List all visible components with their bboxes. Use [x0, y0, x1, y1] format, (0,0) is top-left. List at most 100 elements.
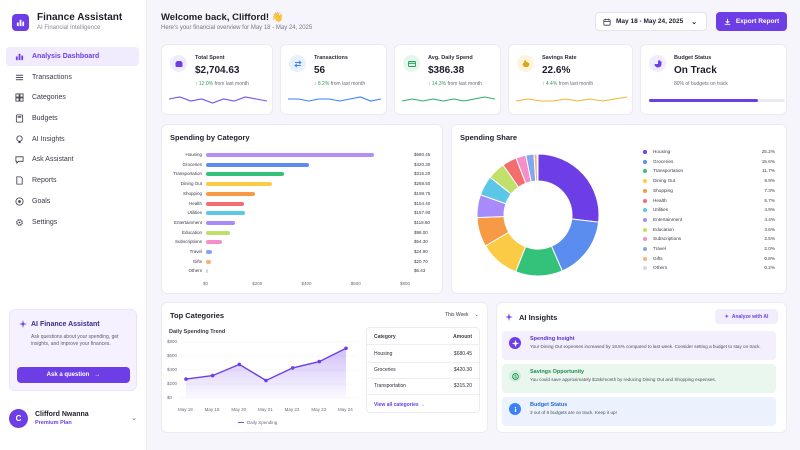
user-name: Clifford Nwanna [35, 410, 89, 418]
legend-swatch [643, 208, 647, 213]
sidebar-item-budgets[interactable]: Budgets [6, 109, 139, 128]
table-row[interactable]: Transportation $315.20 [374, 381, 472, 391]
export-report-button[interactable]: Export Report [716, 12, 787, 31]
legend-item[interactable]: Shopping 7.3% [643, 186, 775, 196]
stat-card-avg-daily-spend[interactable]: Avg. Daily Spend $386.38 ↑ 14.3% from last… [394, 44, 501, 115]
ai-assistant-description: Ask questions about your spending, get i… [31, 334, 119, 347]
sidebar-item-ask-assistant[interactable]: Ask Assistant [6, 150, 139, 169]
legend-item[interactable]: Utilities 4.9% [643, 205, 775, 215]
sparkline-line [169, 96, 267, 104]
stat-card-transactions[interactable]: Transactions 56 ↓ 8.2% from last month [280, 44, 387, 115]
legend-item[interactable]: Travel 2.0% [643, 244, 775, 254]
stat-card-total-spent[interactable]: Total Spent $2,704.63 ↑ 12.0% from last mo… [161, 44, 273, 115]
legend-swatch [643, 217, 647, 222]
legend-item[interactable]: Subscriptions 2.5% [643, 234, 775, 244]
bar[interactable] [206, 230, 231, 235]
bar[interactable] [206, 172, 284, 177]
legend-label: Health [653, 197, 667, 203]
bar-row: Subscriptions $64.30 [160, 238, 440, 246]
divider [367, 344, 479, 345]
bar[interactable] [206, 201, 245, 206]
bar-label: Health [188, 200, 202, 206]
legend-percent: 7.3% [764, 187, 775, 193]
legend-item[interactable]: Entertainment 4.4% [643, 215, 775, 225]
stat-card-budget-status[interactable]: Budget Status On Track 80% of budgets on t… [640, 44, 787, 115]
insight-text: 3 out of 5 budgets are on track. Keep it… [530, 410, 617, 415]
daily-spending-trend-chart [180, 341, 355, 399]
legend-percent: 25.2% [761, 149, 775, 154]
bar[interactable] [206, 211, 245, 216]
legend-item[interactable]: Groceries 15.6% [643, 157, 775, 167]
bar[interactable] [206, 220, 236, 225]
time-filter-select[interactable]: This Week ⌄ [445, 312, 479, 318]
chevron-down-icon: ⌄ [474, 312, 479, 318]
legend-swatch [643, 247, 647, 251]
insight-budget-status[interactable]: Budget Status 3 out of 5 budgets are on t… [502, 397, 776, 426]
sidebar-item-ai-insights[interactable]: AI Insights [6, 130, 139, 149]
legend-item[interactable]: Health 5.7% [643, 196, 775, 206]
insight-spending-insight[interactable]: Spending Insight Your Dining Out expenses… [502, 331, 776, 360]
bar[interactable] [206, 250, 213, 254]
trend-point [210, 373, 215, 378]
insight-savings-opportunity[interactable]: $ Savings Opportunity You could save appro… [502, 364, 776, 393]
sidebar-item-analysis-dashboard[interactable]: Analysis Dashboard [6, 47, 139, 66]
bar[interactable] [206, 240, 222, 245]
bar[interactable] [206, 162, 310, 167]
view-all-categories-link[interactable]: View all categories → [374, 402, 425, 408]
legend-item[interactable]: Others 0.2% [643, 263, 775, 273]
x-tick-label: May 20 [231, 407, 247, 412]
legend-label: Transportation [653, 168, 684, 174]
bar-row: Dining Out $268.50 [160, 180, 440, 188]
sidebar-item-goals[interactable]: Goals [6, 192, 139, 211]
bar[interactable] [206, 153, 374, 157]
bar[interactable] [206, 269, 208, 274]
stat-card-savings-rate[interactable]: Savings Rate 22.6% ↑ 4.4% from last month [508, 44, 633, 115]
legend-item[interactable]: Dining Out 9.9% [643, 176, 775, 186]
legend-label: Education [653, 226, 674, 232]
top-categories-table: Category Amount Housing $680.45 Groceries $… [366, 327, 480, 413]
bar-row: Utilities $157.90 [160, 209, 440, 217]
trend-suffix: from last month [330, 81, 366, 87]
legend-item[interactable]: Education 3.6% [643, 225, 775, 235]
insight-title: Savings Opportunity [530, 369, 585, 375]
lightbulb-icon [15, 135, 24, 144]
sidebar-item-label: Reports [32, 177, 57, 185]
date-range-label: May 18 - May 24, 2025 [616, 18, 684, 25]
sidebar-item-settings[interactable]: Settings [6, 213, 139, 232]
legend-swatch [643, 159, 647, 164]
legend-swatch [643, 188, 647, 193]
sidebar-item-transactions[interactable]: Transactions [6, 68, 139, 87]
welcome-title: Welcome back, Clifford! 👋 [161, 12, 284, 23]
sidebar-item-categories[interactable]: Categories [6, 88, 139, 107]
analyze-with-ai-button[interactable]: ✦ Analyze with AI [715, 309, 778, 324]
app-title: Finance Assistant [37, 12, 123, 23]
legend-swatch [643, 198, 647, 203]
table-row[interactable]: Groceries $420.30 [374, 365, 472, 375]
spending-share-donut [476, 153, 600, 277]
table-row[interactable]: Housing $680.45 [374, 349, 472, 359]
stat-value: 56 [314, 65, 326, 76]
legend-percent: 4.9% [764, 207, 775, 213]
user-profile[interactable]: C Clifford Nwanna Premium Plan ⌄ [9, 402, 137, 434]
category-cell: Transportation [374, 383, 407, 389]
legend-swatch [643, 256, 647, 261]
bar-value-label: $157.90 [414, 210, 431, 216]
bar[interactable] [206, 259, 212, 264]
amount-cell: $680.45 [453, 351, 472, 357]
bar[interactable] [206, 182, 273, 187]
legend-item[interactable]: Transportation 11.7% [643, 166, 775, 176]
brand[interactable]: Finance Assistant AI Financial Intellige… [12, 12, 122, 33]
legend-label: Gifts [653, 255, 663, 261]
bar[interactable] [206, 191, 255, 196]
insight-title: Spending Insight [530, 336, 575, 342]
chevron-down-icon[interactable]: ⌄ [131, 415, 137, 422]
legend-item[interactable]: Gifts 0.8% [643, 254, 775, 264]
chart-logo-icon [12, 14, 29, 31]
x-tick-label: May 23 [311, 407, 327, 412]
legend-swatch [643, 150, 647, 154]
date-range-picker[interactable]: May 18 - May 24, 2025 ⌄ [595, 12, 707, 31]
ask-question-button[interactable]: Ask a question → [17, 367, 130, 383]
bar-value-label: $118.60 [414, 219, 430, 225]
sidebar-item-reports[interactable]: Reports [6, 171, 139, 190]
legend-item[interactable]: Housing 25.2% [643, 147, 775, 157]
